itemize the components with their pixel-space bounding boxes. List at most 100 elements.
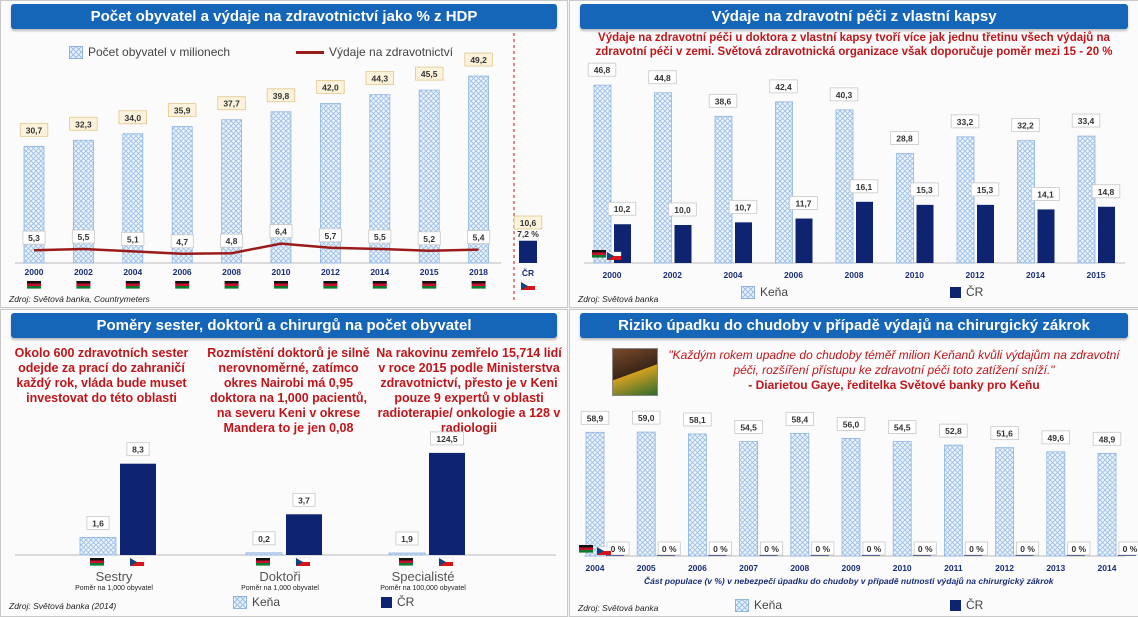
spending-data-label: 5,7 (324, 231, 336, 241)
x-tick-label: 2008 (845, 270, 864, 280)
kena-data-label: 54,5 (740, 423, 757, 433)
x-tick-label: 2010 (272, 267, 291, 277)
legend-label: Výdaje na zdravotnictví (329, 45, 454, 59)
cr-bar (674, 225, 692, 263)
population-data-label: 45,5 (421, 69, 438, 79)
spending-data-label: 5,5 (77, 232, 89, 242)
x-tick-label: 2009 (842, 563, 861, 573)
cr-bar (286, 514, 322, 555)
kena-bar (841, 437, 861, 557)
spending-data-label: 5,3 (28, 233, 40, 243)
kena-data-label-box (708, 93, 738, 108)
legend-population: Počet obyvatel v milionech (69, 45, 230, 59)
population-data-label-box (69, 116, 98, 131)
population-data-label-box (19, 122, 49, 137)
chart-poverty-risk: 58,9 0 % 2004 59,0 0 % 2005 58,1 0 % 2006 54,5 0 %… (579, 410, 1138, 573)
legend-label: ČR (966, 598, 984, 612)
kena-data-label: 1,6 (92, 518, 104, 528)
legend-label: Keňa (252, 595, 281, 609)
kenya-flag-icon (90, 558, 104, 566)
x-tick-label: 2002 (663, 270, 682, 280)
cr-population-bar (519, 240, 537, 263)
cr-bar (708, 555, 727, 556)
kena-data-label: 42,4 (775, 82, 792, 92)
cr-bar (856, 201, 873, 263)
spending-data-label-box (269, 224, 293, 239)
panel-out-of-pocket: Výdaje na zdravotní péči z vlastní kapsy… (569, 0, 1138, 308)
kenya-flag-icon (125, 281, 140, 289)
kenya-flag-icon (224, 281, 239, 289)
legend-label: Keňa (760, 285, 789, 299)
kenya-flag-icon (256, 558, 270, 566)
czech-flag-icon (596, 546, 612, 555)
kenya-flag-icon (592, 250, 606, 258)
kena-data-label-box (632, 410, 661, 425)
source-note: Zdroj: Světová banka, Countrymeters (9, 294, 150, 304)
legend-hatch-swatch (735, 598, 749, 612)
czech-flag-icon (520, 281, 536, 290)
panel-title: Riziko úpadku do chudoby v případě výdaj… (580, 313, 1128, 338)
kena-data-label: 28,8 (896, 134, 913, 144)
quote-text: "Každým rokem upadne do chudoby téměř mi… (668, 348, 1120, 377)
czech-flag-icon (129, 557, 145, 566)
kena-bar (79, 536, 117, 556)
x-tick-label: 2000 (603, 270, 622, 280)
spending-data-label-box (467, 230, 491, 245)
kena-data-label: 58,4 (792, 414, 809, 424)
legend-navy-swatch (950, 286, 961, 298)
kena-bar (775, 101, 793, 264)
kena-data-label-box (887, 420, 917, 434)
legend-navy-swatch (950, 599, 961, 611)
spending-data-label-box (71, 229, 95, 244)
kena-data-label-box (1092, 431, 1122, 446)
x-tick-label: 2006 (784, 270, 803, 280)
cr-bar (1015, 555, 1034, 556)
cr-data-label-box (811, 541, 835, 556)
cr-data-label-box (1091, 184, 1121, 199)
quote-author: - Diarietou Gaye, ředitelka Světové bank… (748, 378, 1040, 392)
x-tick-label: 2012 (995, 563, 1014, 573)
cr-data-label: 16,1 (856, 182, 873, 192)
legend-hatch-swatch (741, 285, 755, 299)
cr-data-label: 0 % (1071, 544, 1086, 554)
cr-bar (862, 555, 880, 556)
population-data-label-box (118, 110, 148, 125)
czech-flag-icon (606, 251, 622, 260)
cr-bar (913, 555, 932, 556)
x-tick-label: 2014 (1098, 563, 1117, 573)
kena-data-label-box (1011, 118, 1040, 133)
spending-data-label-box (368, 229, 392, 244)
kena-data-label-box (252, 531, 276, 546)
cr-data-label: 10,0 (674, 205, 691, 215)
legend-label: ČR (397, 595, 415, 609)
x-tick-label: 2008 (790, 563, 809, 573)
kena-data-label-box (836, 417, 866, 431)
cr-data-label-box (708, 541, 732, 556)
population-data-label: 39,8 (273, 91, 290, 101)
kena-bar (892, 441, 912, 557)
kena-bar (688, 433, 707, 557)
category-sublabel: Poměr na 1,000 obyvatel (241, 585, 319, 592)
x-tick-label: 2006 (173, 267, 192, 277)
spending-data-label: 5,5 (374, 232, 386, 242)
x-tick-label: 2006 (688, 563, 707, 573)
x-tick-label: 2013 (1046, 563, 1065, 573)
cr-population-label-box (513, 215, 543, 230)
kena-bar (1077, 135, 1096, 264)
population-bar (319, 103, 341, 264)
chart-population: 30,7 2000 32,3 2002 34,0 2004 35,9 2006 37,7 2008… (15, 33, 543, 303)
cr-data-label: 11,7 (795, 199, 811, 209)
kena-bar (790, 432, 810, 557)
spending-data-label-box (220, 233, 244, 248)
panel-subtitle: Výdaje na zdravotní péči u doktora z vla… (595, 32, 1113, 58)
legend-cr: ČR (381, 595, 414, 609)
kenya-flag-icon (422, 281, 437, 289)
cr-data-label: 0 % (1020, 544, 1035, 554)
spending-data-label-box (22, 230, 46, 245)
kena-data-label: 40,3 (836, 90, 853, 100)
cr-bar (795, 218, 813, 263)
x-tick-label: 2014 (370, 267, 389, 277)
x-tick-label: 2012 (966, 270, 985, 280)
x-tick-label: ČR (522, 267, 534, 278)
kena-data-label-box (1041, 430, 1071, 445)
